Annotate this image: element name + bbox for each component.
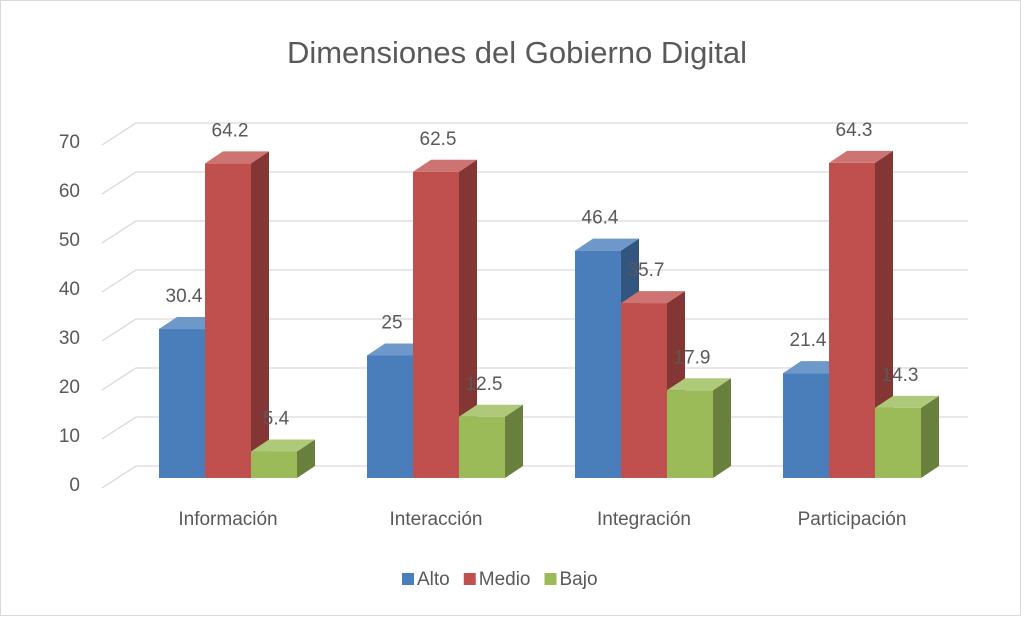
bar-top <box>829 150 893 163</box>
bar <box>621 303 667 478</box>
legend-label: Bajo <box>560 569 598 590</box>
x-tick-label: Información <box>178 509 277 530</box>
bar-side <box>921 395 939 478</box>
data-label: 64.3 <box>836 120 873 141</box>
bar-side <box>875 150 893 478</box>
y-tick-label: 60 <box>59 181 80 202</box>
grid-line <box>101 318 968 342</box>
data-label: 64.2 <box>212 120 249 141</box>
y-tick-label: 10 <box>59 426 80 447</box>
legend-swatch <box>402 573 414 585</box>
x-tick-label: Integración <box>597 509 691 530</box>
bar <box>829 162 875 478</box>
bar-side <box>505 404 523 478</box>
bar <box>575 250 621 478</box>
grid-line <box>101 367 968 391</box>
grid-line <box>101 122 968 146</box>
y-tick-label: 30 <box>59 328 80 349</box>
bar <box>459 416 505 478</box>
data-label: 21.4 <box>790 330 827 351</box>
data-label: 30.4 <box>166 286 203 307</box>
bar-side <box>297 439 315 478</box>
data-label: 46.4 <box>582 208 619 229</box>
y-tick-label: 0 <box>69 475 80 496</box>
x-tick-label: Participación <box>798 509 907 530</box>
bar-side <box>713 378 731 478</box>
grid-line <box>101 220 968 244</box>
bar <box>875 407 921 478</box>
data-label: 5.4 <box>263 409 290 430</box>
bar <box>783 373 829 478</box>
bar <box>367 355 413 478</box>
y-tick-label: 70 <box>59 132 80 153</box>
grid-line <box>101 269 968 293</box>
data-label: 25 <box>381 313 402 334</box>
legend-swatch <box>544 573 557 585</box>
bar-top <box>667 378 731 391</box>
y-tick-label: 20 <box>59 377 80 398</box>
bar <box>667 390 713 478</box>
data-label: 17.9 <box>674 347 711 368</box>
bar-top <box>251 439 315 452</box>
bar-top <box>875 395 939 408</box>
x-tick-label: Interacción <box>390 509 483 530</box>
bar-top <box>575 238 639 251</box>
bar-top <box>205 151 269 164</box>
y-tick-label: 50 <box>59 230 80 251</box>
bar-top <box>459 404 523 417</box>
bar <box>413 171 459 478</box>
bar-top <box>413 159 477 172</box>
data-label: 35.7 <box>628 260 665 281</box>
data-label: 12.5 <box>466 374 503 395</box>
bar-side <box>459 159 477 478</box>
bar-top <box>621 291 685 304</box>
data-label: 14.3 <box>882 365 919 386</box>
grid-line <box>101 171 968 195</box>
legend-label: Alto <box>417 569 450 590</box>
legend-swatch <box>463 573 476 585</box>
y-tick-label: 40 <box>59 279 80 300</box>
bar <box>205 163 251 479</box>
legend-label: Medio <box>479 569 531 590</box>
data-label: 62.5 <box>420 129 457 150</box>
bar-side <box>251 151 269 479</box>
bar <box>251 451 297 478</box>
bar <box>159 329 205 478</box>
chart-title: Dimensiones del Gobierno Digital <box>287 35 747 70</box>
